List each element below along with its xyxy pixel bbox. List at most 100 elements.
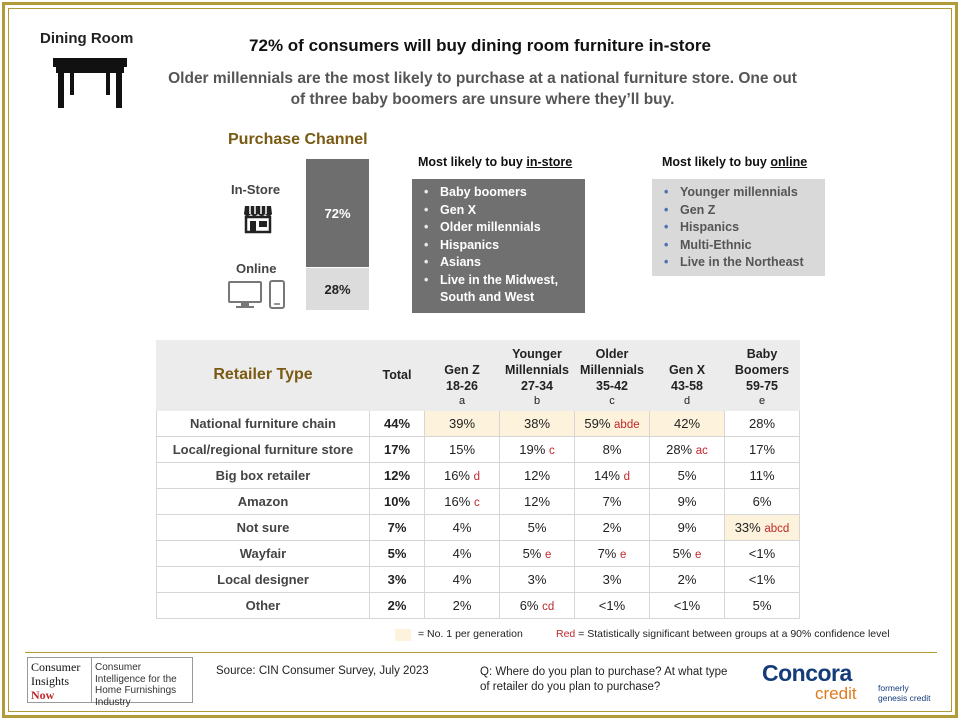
total-cell: 10% bbox=[369, 488, 425, 515]
header-line: Baby bbox=[746, 347, 778, 361]
value-cell: 28% bbox=[724, 410, 800, 437]
total-cell: 2% bbox=[369, 592, 425, 619]
cell-value: 4% bbox=[452, 546, 472, 561]
generation-column-header: Gen X 43-58 d bbox=[649, 340, 725, 411]
cin-logo-line: Consumer bbox=[31, 660, 81, 674]
total-cell: 44% bbox=[369, 410, 425, 437]
significance-letters: abcd bbox=[764, 523, 790, 535]
cin-logo-wordmark: Consumer Insights Now bbox=[28, 658, 92, 702]
concora-credit-logo: Concora credit formerly genesis credit bbox=[762, 660, 930, 703]
cell-value: 14% bbox=[593, 468, 620, 483]
value-cell: 2% bbox=[574, 514, 650, 541]
significance-letters: e bbox=[545, 549, 552, 561]
value-cell: 3% bbox=[574, 566, 650, 593]
cell-value: 28% bbox=[666, 442, 693, 457]
header-line: 59-75 bbox=[746, 379, 778, 393]
concora-name: Concora bbox=[762, 660, 852, 686]
significance-letters: e bbox=[620, 549, 627, 561]
total-cell: 3% bbox=[369, 566, 425, 593]
header-line: Gen Z bbox=[444, 363, 480, 377]
instore-box-title-prefix: Most likely to buy bbox=[418, 155, 527, 169]
list-item: Hispanics bbox=[662, 219, 819, 237]
cell-value: 12% bbox=[523, 494, 551, 509]
retailer-label: Amazon bbox=[156, 488, 370, 515]
cell-value: 16% bbox=[443, 468, 470, 483]
table-row: Not sure 7% 4% 5% 2% 9% 33% abcd bbox=[156, 514, 800, 541]
column-letter: e bbox=[758, 395, 766, 407]
retailer-label: National furniture chain bbox=[156, 410, 370, 437]
online-box-title-emphasis: online bbox=[770, 155, 808, 169]
significance-letters: abde bbox=[614, 419, 640, 431]
value-cell: 42% bbox=[649, 410, 725, 437]
list-item: Hispanics bbox=[422, 237, 579, 255]
cell-value: 19% bbox=[519, 442, 546, 457]
column-letter: d bbox=[683, 395, 691, 407]
table-row: Local/regional furniture store 17% 15% 19% … bbox=[156, 436, 800, 463]
significance-letters: c bbox=[473, 497, 480, 509]
cell-value: 7% bbox=[602, 494, 622, 509]
value-cell: 9% bbox=[649, 488, 725, 515]
list-item: Live in the Northeast bbox=[662, 254, 819, 272]
list-item: Live in the Midwest, South and West bbox=[422, 272, 579, 307]
list-item: Baby boomers bbox=[422, 184, 579, 202]
survey-question: Q: Where do you plan to purchase? At wha… bbox=[480, 666, 728, 693]
table-row: Big box retailer 12% 16% d 12% 14% d 5% 11% bbox=[156, 462, 800, 489]
footer-divider bbox=[25, 652, 937, 653]
value-cell: 59% abde bbox=[574, 410, 650, 437]
cell-value: 2% bbox=[602, 520, 622, 535]
store-icon bbox=[243, 204, 273, 239]
cell-value: 33% bbox=[734, 520, 761, 535]
value-cell: 8% bbox=[574, 436, 650, 463]
list-item: Younger millennials bbox=[662, 184, 819, 202]
header-line: Boomers bbox=[734, 363, 790, 377]
legend-significance: Red = Statistically significant between … bbox=[556, 628, 890, 640]
legend-red-word: Red bbox=[556, 628, 576, 640]
value-cell: 6% cd bbox=[499, 592, 575, 619]
cell-value: <1% bbox=[673, 598, 701, 613]
purchase-channel-title: Purchase Channel bbox=[228, 131, 368, 148]
value-cell: 2% bbox=[649, 566, 725, 593]
significance-letters: cd bbox=[542, 601, 555, 613]
dining-table-icon bbox=[52, 56, 128, 115]
list-item: Gen X bbox=[422, 202, 579, 220]
total-cell: 7% bbox=[369, 514, 425, 541]
cell-value: 4% bbox=[452, 572, 472, 587]
value-cell: 4% bbox=[424, 566, 500, 593]
value-cell: 16% d bbox=[424, 462, 500, 489]
total-cell: 5% bbox=[369, 540, 425, 567]
cell-value: 5% bbox=[672, 546, 692, 561]
table-header-row: Retailer Type Total Gen Z 18-26 a Younger Mill… bbox=[156, 340, 800, 411]
concora-sub: credit bbox=[815, 684, 857, 703]
devices-icon bbox=[228, 280, 290, 315]
total-column-header: Total bbox=[369, 340, 425, 411]
value-cell: <1% bbox=[574, 592, 650, 619]
online-label: Online bbox=[236, 261, 277, 276]
cell-value: 38% bbox=[523, 416, 551, 431]
value-cell: <1% bbox=[724, 540, 800, 567]
header-line: 43-58 bbox=[671, 379, 703, 393]
significance-letters: ac bbox=[695, 445, 708, 457]
cell-value: 6% bbox=[752, 494, 772, 509]
headline: 72% of consumers will buy dining room fu… bbox=[249, 36, 711, 55]
value-cell: 5% bbox=[724, 592, 800, 619]
value-cell: 16% c bbox=[424, 488, 500, 515]
significance-letters: e bbox=[695, 549, 702, 561]
value-cell: 33% abcd bbox=[724, 514, 800, 541]
cell-value: 5% bbox=[522, 546, 542, 561]
cell-value: 4% bbox=[452, 520, 472, 535]
concora-note: formerly genesis credit bbox=[878, 683, 931, 703]
value-cell: 5% bbox=[499, 514, 575, 541]
online-box-title: Most likely to buy online bbox=[662, 155, 807, 169]
online-box-title-prefix: Most likely to buy bbox=[662, 155, 771, 169]
table-row: Amazon 10% 16% c 12% 7% 9% 6% bbox=[156, 488, 800, 515]
value-cell: 7% bbox=[574, 488, 650, 515]
cin-tagline: Consumer Intelligence for the Home Furni… bbox=[95, 662, 177, 708]
legend-top-text: = No. 1 per generation bbox=[418, 628, 523, 640]
retailer-label: Wayfair bbox=[156, 540, 370, 567]
cell-value: 17% bbox=[748, 442, 776, 457]
value-cell: 12% bbox=[499, 488, 575, 515]
generation-column-header: Baby Boomers 59-75 e bbox=[724, 340, 800, 411]
cin-logo-line: Now bbox=[31, 688, 55, 702]
table-row: Local designer 3% 4% 3% 3% 2% <1% bbox=[156, 566, 800, 593]
